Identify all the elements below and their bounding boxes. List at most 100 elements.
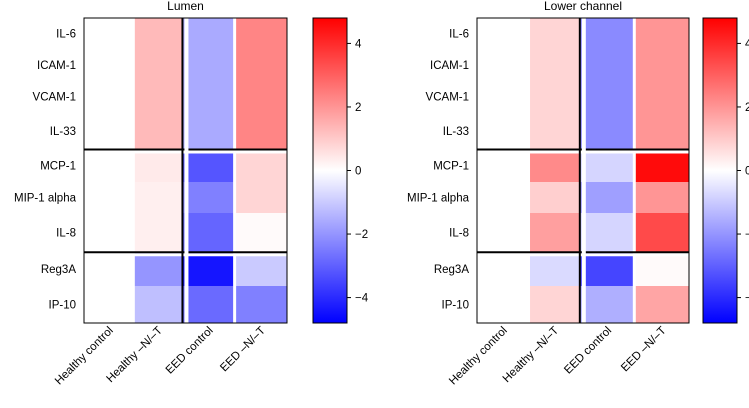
lower-col-label: EED –N/–T — [619, 325, 669, 375]
lower-cell-0-0 — [477, 18, 529, 50]
lower-cell-0-2 — [579, 18, 635, 50]
lower-col-label: EED control — [562, 325, 614, 377]
lower-cell-5-2 — [579, 181, 635, 214]
lumen-row-label: IL-6 — [56, 29, 76, 41]
lumen-cell-3-0 — [84, 112, 134, 150]
lumen-cell-1-0 — [84, 49, 134, 81]
lower-cell-4-2 — [579, 149, 635, 182]
lower-cell-2-3 — [634, 80, 689, 113]
lower-cell-1-0 — [477, 49, 529, 81]
lower-colorbar — [702, 17, 738, 324]
lower-cell-7-2 — [579, 252, 635, 287]
lumen-row-label: VCAM-1 — [33, 92, 76, 104]
lower-cell-4-1 — [528, 149, 580, 182]
lumen-cell-2-1 — [133, 80, 183, 113]
lumen-cell-1-3 — [234, 49, 287, 81]
lower-cell-0-3 — [634, 18, 689, 50]
lumen-cell-2-0 — [84, 80, 134, 113]
lumen-cell-5-0 — [84, 181, 134, 214]
lower-cell-8-0 — [477, 286, 529, 323]
lower-cell-8-3 — [634, 286, 689, 323]
lower-cell-0-1 — [528, 18, 580, 50]
lower-cell-1-1 — [528, 49, 580, 81]
lumen-cell-6-0 — [84, 213, 134, 253]
lower-row-label: IL-33 — [443, 126, 469, 138]
lumen-row-label: IP-10 — [49, 300, 77, 312]
lower-cell-3-2 — [579, 112, 635, 150]
lumen-cell-3-1 — [133, 112, 183, 150]
lumen-colorbar-tick-label: −2 — [355, 229, 368, 241]
lower-cell-3-3 — [634, 112, 689, 150]
lower-cell-6-3 — [634, 213, 689, 253]
lumen-cell-0-0 — [84, 18, 134, 50]
lower-title: Lower channel — [544, 0, 622, 13]
lumen-cell-7-1 — [133, 252, 183, 287]
lower-colorbar-tick-label: −4 — [745, 293, 749, 305]
lower-colorbar-tick-label: 4 — [745, 38, 749, 50]
lumen-cell-2-2 — [182, 80, 235, 113]
lower-cell-4-0 — [477, 149, 529, 182]
lower-cell-1-3 — [634, 49, 689, 81]
lumen-colorbar-tick-label: −4 — [355, 293, 369, 305]
lumen-cell-8-1 — [133, 286, 183, 323]
lower-cell-6-0 — [477, 213, 529, 253]
lumen-cell-0-2 — [182, 18, 235, 50]
lower-cell-5-1 — [528, 181, 580, 214]
lumen-cell-0-1 — [133, 18, 183, 50]
lower-row-label: IP-10 — [442, 300, 470, 312]
lumen-cell-4-2 — [182, 149, 235, 182]
lumen-cell-4-1 — [133, 149, 183, 182]
lower-cell-4-3 — [634, 149, 689, 182]
lower-colorbar-tick-label: 0 — [745, 166, 749, 178]
lumen-col-label: EED –N/–T — [218, 325, 268, 375]
lumen-cell-7-0 — [84, 252, 134, 287]
lumen-frame — [83, 17, 288, 324]
lower-colorbar-tick-label: −2 — [745, 229, 749, 241]
lumen-cell-6-3 — [234, 213, 287, 253]
lumen-cell-7-2 — [182, 252, 235, 287]
lower-cell-8-2 — [579, 286, 635, 323]
lower-frame — [476, 17, 690, 324]
lower-cell-5-3 — [634, 181, 689, 214]
lumen-cell-5-2 — [182, 181, 235, 214]
lower-row-label: IL-8 — [449, 228, 469, 240]
lumen-cell-0-3 — [234, 18, 287, 50]
lower-cell-7-3 — [634, 252, 689, 287]
lumen-colorbar-tick-label: 2 — [355, 102, 361, 114]
lower-cell-6-1 — [528, 213, 580, 253]
lumen-row-label: MIP-1 alpha — [14, 192, 77, 204]
lower-row-label: VCAM-1 — [426, 92, 469, 104]
lumen-cell-3-3 — [234, 112, 287, 150]
lumen-panel: Lumen IL-6 ICAM-1 VCAM-1 IL-33 MCP-1 MIP-1 alp… — [14, 0, 369, 387]
lower-row-label: ICAM-1 — [430, 60, 469, 72]
lower-colorbar-tick-label: 2 — [745, 102, 749, 114]
lumen-cell-2-3 — [234, 80, 287, 113]
lower-cell-7-1 — [528, 252, 580, 287]
lumen-colorbar-tick-label: 0 — [355, 166, 361, 178]
lumen-row-label: MCP-1 — [40, 161, 76, 173]
lumen-cell-1-1 — [133, 49, 183, 81]
lower-cell-7-0 — [477, 252, 529, 287]
lumen-colorbar — [312, 17, 348, 324]
lower-cell-1-2 — [579, 49, 635, 81]
lumen-cell-4-3 — [234, 149, 287, 182]
lumen-cell-5-1 — [133, 181, 183, 214]
lower-row-label: MCP-1 — [433, 161, 469, 173]
lumen-colorbar-tick-label: 4 — [355, 38, 362, 50]
lumen-row-label: ICAM-1 — [37, 60, 76, 72]
lower-row-label: Reg3A — [434, 264, 469, 276]
lumen-cell-1-2 — [182, 49, 235, 81]
lower-cell-2-2 — [579, 80, 635, 113]
lower-row-label: IL-6 — [449, 29, 469, 41]
lower-cell-3-1 — [528, 112, 580, 150]
lumen-row-label: IL-8 — [56, 228, 76, 240]
lumen-cell-5-3 — [234, 181, 287, 214]
lower-cell-2-0 — [477, 80, 529, 113]
lower-cell-6-2 — [579, 213, 635, 253]
lumen-cell-8-0 — [84, 286, 134, 323]
lumen-cell-4-0 — [84, 149, 134, 182]
lumen-cell-8-2 — [182, 286, 235, 323]
lumen-title: Lumen — [167, 0, 204, 13]
